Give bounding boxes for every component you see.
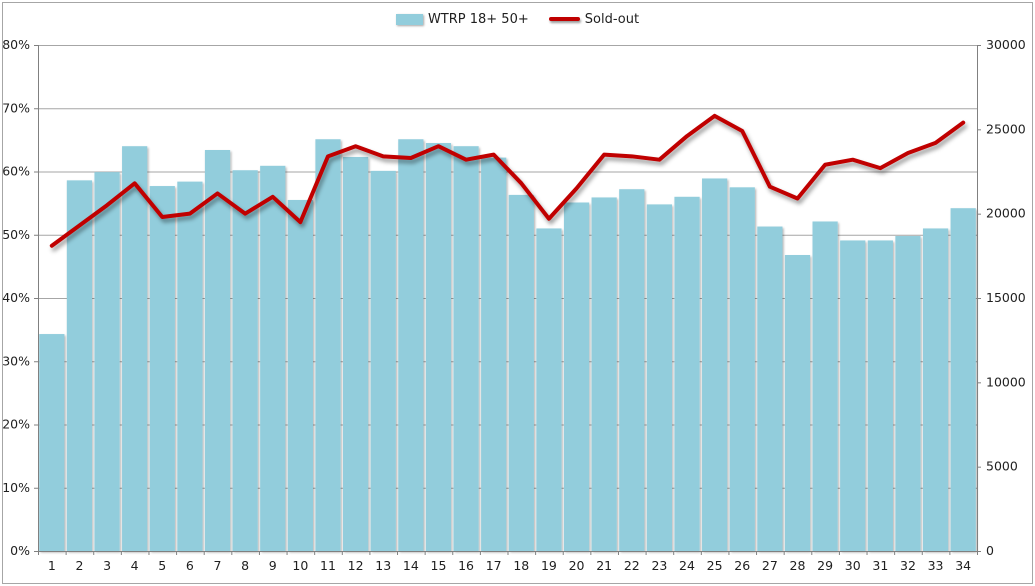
bar-18 xyxy=(508,194,534,551)
x-tick-label: 26 xyxy=(734,558,750,573)
legend-label-wtrp: WTRP 18+ 50+ xyxy=(427,11,529,27)
x-tick-label: 12 xyxy=(348,558,364,573)
right-tick-label: 5000 xyxy=(986,459,1018,474)
line-swatch-icon xyxy=(548,17,580,21)
x-tick-label: 8 xyxy=(241,558,249,573)
bar-10 xyxy=(287,199,313,551)
bar-7 xyxy=(204,150,231,551)
bar-15 xyxy=(425,143,452,552)
bar-28 xyxy=(784,254,811,552)
bar-11 xyxy=(315,139,341,552)
x-tick-label: 25 xyxy=(707,558,723,573)
x-tick-label: 14 xyxy=(403,558,419,573)
right-tick-label: 15000 xyxy=(986,290,1026,305)
x-tick-label: 3 xyxy=(103,558,111,573)
x-tick-label: 19 xyxy=(541,558,557,573)
left-tick-label: 30% xyxy=(2,353,30,368)
right-tick-label: 0 xyxy=(986,543,994,558)
left-tick-label: 70% xyxy=(2,100,30,115)
bar-4 xyxy=(122,146,148,551)
legend: WTRP 18+ 50+ Sold-out xyxy=(0,8,1035,30)
bar-13 xyxy=(370,170,396,551)
x-tick-label: 23 xyxy=(651,558,667,573)
x-tick-label: 17 xyxy=(486,558,502,573)
bar-30 xyxy=(840,240,866,551)
bar-26 xyxy=(729,187,755,551)
sold-out-line xyxy=(49,113,966,248)
x-tick-label: 10 xyxy=(292,558,308,573)
x-tick-label: 9 xyxy=(269,558,277,573)
bar-swatch-icon xyxy=(395,13,423,25)
bar-6 xyxy=(177,181,203,551)
right-axis-labels: 0 5000 10000 15000 20000 25000 30000 xyxy=(977,37,1026,558)
bar-19 xyxy=(536,228,562,551)
right-tick-label: 25000 xyxy=(986,121,1026,136)
x-tick-label: 34 xyxy=(955,558,971,573)
bar-24 xyxy=(674,196,700,552)
left-tick-label: 0% xyxy=(10,543,30,558)
bar-1 xyxy=(39,334,65,551)
legend-label-soldout: Sold-out xyxy=(584,11,640,27)
bar-27 xyxy=(757,226,783,551)
left-tick-label: 80% xyxy=(2,37,30,52)
x-tick-label: 33 xyxy=(928,558,944,573)
x-tick-label: 4 xyxy=(131,558,139,573)
bar-2 xyxy=(66,180,93,551)
bar-34 xyxy=(950,208,976,551)
left-tick-label: 40% xyxy=(2,290,30,305)
x-tick-label: 31 xyxy=(872,558,888,573)
right-tick-label: 10000 xyxy=(986,374,1026,389)
bar-series xyxy=(39,139,976,552)
x-tick-label: 1 xyxy=(48,558,56,573)
legend-item-wtrp: WTRP 18+ 50+ xyxy=(395,11,529,27)
x-tick-label: 22 xyxy=(624,558,640,573)
x-tick-label: 16 xyxy=(458,558,474,573)
x-tick-label: 24 xyxy=(679,558,695,573)
x-tick-label: 15 xyxy=(431,558,447,573)
bar-8 xyxy=(232,170,258,552)
x-axis-labels: 1 2 3 4 5 6 7 8 9 10 11 12 13 14 15 16 17 18 19 20 21 22 23 24 2… xyxy=(38,551,978,573)
x-tick-label: 13 xyxy=(375,558,391,573)
bar-12 xyxy=(342,156,369,551)
left-tick-label: 20% xyxy=(2,417,30,432)
left-tick-label: 60% xyxy=(2,164,30,179)
bar-3 xyxy=(94,172,120,551)
x-tick-label: 6 xyxy=(186,558,194,573)
left-tick-label: 50% xyxy=(2,227,30,242)
right-tick-label: 20000 xyxy=(986,206,1026,221)
x-tick-label: 11 xyxy=(320,558,336,573)
bar-32 xyxy=(895,236,921,551)
left-axis-labels: 0% 10% 20% 30% 40% 50% 60% 70% 80% xyxy=(2,37,38,558)
bar-5 xyxy=(149,186,175,552)
x-tick-label: 5 xyxy=(158,558,166,573)
x-tick-label: 30 xyxy=(845,558,861,573)
bar-29 xyxy=(812,221,838,551)
bar-31 xyxy=(867,240,893,551)
legend-item-soldout: Sold-out xyxy=(548,11,640,27)
left-tick-label: 10% xyxy=(2,480,30,495)
x-tick-label: 27 xyxy=(762,558,778,573)
x-tick-label: 32 xyxy=(900,558,916,573)
x-tick-label: 2 xyxy=(75,558,83,573)
bar-33 xyxy=(922,228,949,551)
right-tick-label: 30000 xyxy=(986,37,1026,52)
x-tick-label: 20 xyxy=(569,558,585,573)
bar-22 xyxy=(619,189,645,551)
bar-25 xyxy=(702,178,728,551)
bar-21 xyxy=(591,197,617,551)
x-tick-label: 7 xyxy=(214,558,222,573)
bar-17 xyxy=(481,157,507,551)
x-tick-label: 18 xyxy=(513,558,529,573)
bar-16 xyxy=(453,146,479,551)
x-tick-label: 21 xyxy=(596,558,612,573)
bar-9 xyxy=(260,165,286,551)
x-tick-label: 29 xyxy=(817,558,833,573)
bar-23 xyxy=(646,204,673,551)
bar-14 xyxy=(398,139,424,552)
x-tick-label: 28 xyxy=(790,558,806,573)
bar-20 xyxy=(563,202,590,552)
